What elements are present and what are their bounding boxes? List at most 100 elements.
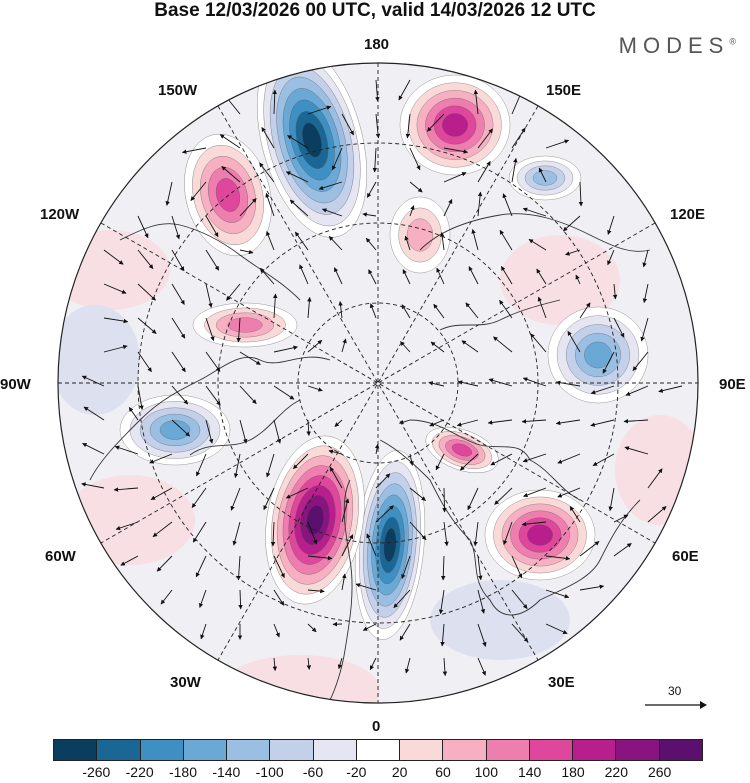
wind-vector — [457, 380, 479, 387]
wind-vector — [461, 340, 479, 353]
wind-vector — [329, 466, 343, 489]
lon-label-90e: 90E — [719, 376, 746, 393]
wind-vector — [307, 588, 325, 594]
colorbar-segment — [486, 740, 530, 760]
wind-vector — [307, 296, 312, 319]
wind-vector — [487, 419, 513, 425]
wind-vector — [341, 573, 347, 591]
wind-vector — [459, 453, 479, 471]
anomaly-pink-max-greenland — [265, 435, 365, 605]
wind-vector — [557, 453, 581, 464]
wind-vector — [331, 147, 343, 171]
wind-vector — [402, 269, 411, 285]
wind-vector — [538, 167, 547, 183]
colorbar-segment — [356, 740, 401, 760]
wind-vector — [578, 181, 584, 207]
colorbar-segment — [400, 740, 444, 760]
anomaly-patch — [220, 655, 380, 703]
wind-vector — [607, 215, 615, 235]
wind-vector — [511, 555, 523, 579]
wind-vector — [82, 442, 105, 455]
wind-vector — [266, 230, 275, 251]
wind-vector — [219, 134, 241, 149]
anomaly-pink-max-north-pacific — [184, 133, 272, 257]
colorbar-segment — [616, 740, 660, 760]
lon-label-90w: 90W — [0, 376, 31, 393]
wind-vector — [114, 445, 139, 455]
wind-vector — [366, 533, 377, 557]
wind-vector — [521, 419, 547, 424]
wind-vector — [318, 181, 343, 191]
wind-vector — [115, 521, 139, 531]
wind-vector — [441, 555, 446, 581]
wind-vector — [623, 419, 649, 424]
anomaly-patch — [430, 580, 570, 660]
wind-vector — [137, 283, 156, 301]
wind-vector — [530, 333, 547, 353]
anomaly-blue-max-sea-of-okhotsk — [508, 155, 582, 201]
wind-vector — [625, 385, 649, 396]
colorbar-tick-label: -20 — [346, 764, 367, 780]
wind-vector — [306, 419, 311, 436]
brand-mark: ® — [729, 36, 736, 47]
wind-vector — [430, 341, 445, 353]
wind-vector — [409, 205, 415, 217]
anomaly-pink-max-alaska — [389, 196, 451, 274]
colorbar-tick-label: 60 — [435, 764, 451, 780]
colorbar-tick-label: 140 — [517, 764, 542, 780]
map-title: Base 12/03/2026 00 UTC, valid 14/03/2026… — [154, 0, 596, 21]
wind-vector — [171, 249, 185, 272]
wind-vector — [545, 623, 568, 635]
wind-vector — [499, 299, 513, 319]
anomaly-patch — [58, 230, 170, 310]
wind-vector — [557, 487, 581, 498]
wind-vector — [355, 583, 377, 591]
wind-vector — [233, 453, 241, 478]
wind-vector — [555, 419, 581, 426]
colorbar-tick-label: -140 — [212, 764, 241, 780]
wind-vector — [443, 198, 453, 217]
colorbar-tick-label: -180 — [168, 764, 198, 780]
wind-vector — [307, 623, 317, 633]
wind-vector — [369, 657, 377, 671]
wind-vector — [287, 135, 309, 149]
wind-vector — [493, 336, 513, 353]
wind-vector — [404, 235, 411, 251]
lon-label-120e: 120E — [670, 206, 706, 223]
wind-vector — [608, 487, 615, 512]
wind-vector — [624, 446, 649, 455]
wind-vector — [562, 215, 581, 232]
anomaly-pink-max-ural — [425, 426, 499, 474]
wind-vector — [307, 555, 333, 561]
lon-label-150e: 150E — [546, 82, 582, 99]
lon-label-60e: 60E — [672, 548, 699, 565]
wind-vector — [226, 283, 241, 301]
wind-vector — [306, 657, 312, 670]
wind-vector — [236, 555, 241, 581]
wind-vector — [299, 264, 309, 285]
wind-vector — [442, 487, 447, 513]
wind-vector — [499, 229, 513, 251]
wind-vector — [642, 283, 649, 304]
wind-vector — [239, 385, 257, 405]
anomaly-contour — [215, 178, 241, 212]
wind-vector — [477, 161, 491, 183]
wind-vector-field — [81, 79, 683, 677]
wind-vector — [261, 127, 275, 149]
anomaly-contour — [532, 170, 558, 186]
colorbar-tick-label: -60 — [302, 764, 324, 780]
wind-vector — [523, 487, 547, 498]
wind-vector — [477, 623, 487, 647]
wind-vector — [565, 249, 581, 256]
wind-vector — [259, 162, 275, 183]
wind-vector — [569, 506, 581, 523]
polar-map — [57, 62, 699, 704]
wind-vector — [272, 89, 277, 115]
anomaly-patch — [615, 415, 698, 525]
wind-vector — [401, 555, 411, 580]
wind-vector — [328, 449, 343, 455]
wind-vector — [338, 301, 343, 319]
wind-vector — [477, 555, 483, 581]
wind-vector — [239, 198, 257, 217]
wind-vector — [442, 657, 448, 677]
